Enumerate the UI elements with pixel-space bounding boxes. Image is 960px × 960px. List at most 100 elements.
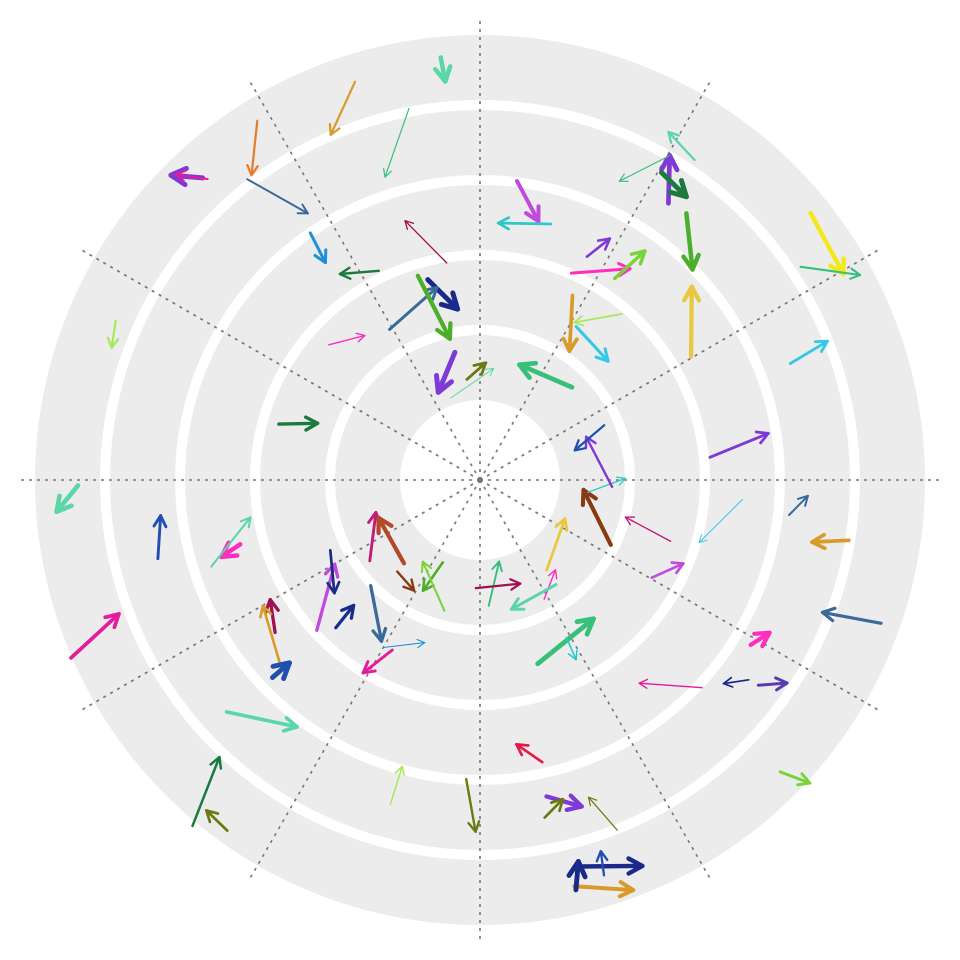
arrow-head bbox=[796, 494, 809, 507]
arrow bbox=[517, 360, 575, 390]
arrow-head bbox=[152, 514, 168, 529]
arrow-field bbox=[54, 55, 883, 899]
arrow-head bbox=[615, 476, 626, 486]
arrow-head bbox=[103, 612, 121, 630]
arrow-shaft bbox=[415, 273, 453, 341]
arrow-shaft bbox=[569, 267, 632, 275]
arrow-shaft bbox=[369, 584, 384, 643]
arrow-shaft bbox=[474, 582, 522, 590]
arrow-head bbox=[467, 820, 481, 833]
arrow-shaft bbox=[191, 755, 221, 828]
arrow-shaft bbox=[799, 265, 862, 277]
arrow-head bbox=[810, 532, 827, 551]
arrow bbox=[708, 430, 770, 459]
arrow bbox=[612, 249, 647, 281]
arrow-head bbox=[547, 569, 558, 580]
arrow bbox=[174, 169, 209, 182]
arrow-head bbox=[667, 178, 689, 200]
arrow-shaft bbox=[368, 510, 378, 563]
arrow bbox=[246, 119, 259, 177]
arrow-head bbox=[617, 262, 632, 278]
arrow-shaft bbox=[543, 569, 557, 600]
arrow-shaft bbox=[338, 269, 380, 276]
arrow bbox=[204, 809, 229, 832]
arrow bbox=[210, 516, 252, 568]
arrow-shaft bbox=[425, 277, 461, 312]
arrow-head bbox=[509, 597, 526, 611]
arrow bbox=[561, 293, 579, 354]
arrow bbox=[509, 583, 558, 611]
arrow bbox=[756, 676, 789, 692]
arrow bbox=[624, 516, 672, 542]
arrow-shaft bbox=[509, 583, 558, 611]
arrow-shaft bbox=[465, 777, 477, 833]
arrow-head bbox=[814, 339, 829, 354]
arrow-head bbox=[106, 336, 120, 349]
arrow-head bbox=[491, 560, 503, 573]
arrow-shaft bbox=[156, 514, 163, 561]
arrow-head bbox=[326, 580, 341, 595]
arrow bbox=[748, 630, 772, 649]
arrow-shaft bbox=[587, 477, 626, 494]
arrow bbox=[580, 487, 613, 547]
arrow-shaft bbox=[688, 284, 694, 359]
arrow bbox=[638, 678, 703, 689]
arrow-head bbox=[596, 237, 612, 251]
arrow bbox=[595, 849, 609, 877]
arrow-head bbox=[323, 562, 340, 579]
arrow-head bbox=[594, 347, 610, 363]
arrow-head bbox=[638, 678, 649, 689]
arrow-head bbox=[626, 856, 645, 876]
arrow-shaft bbox=[384, 107, 410, 178]
arrow-shaft bbox=[638, 682, 703, 689]
arrow-shaft bbox=[535, 616, 596, 667]
arrow-shaft bbox=[573, 424, 606, 452]
arrow-shaft bbox=[618, 154, 671, 182]
arrow-head bbox=[259, 604, 273, 619]
arrow-head bbox=[420, 560, 433, 574]
arrow-shaft bbox=[515, 179, 541, 224]
arrow-head bbox=[682, 284, 702, 303]
arrow-shaft bbox=[808, 210, 846, 277]
arrow bbox=[569, 262, 632, 278]
arrow-shaft bbox=[421, 560, 446, 612]
arrow-head bbox=[484, 368, 495, 377]
arrow bbox=[799, 265, 862, 280]
arrow-shaft bbox=[778, 770, 812, 785]
arrow bbox=[308, 231, 328, 265]
arrow-head bbox=[174, 169, 187, 182]
arrow-shaft bbox=[210, 516, 252, 568]
arrow bbox=[224, 710, 299, 733]
arrow-shaft bbox=[329, 80, 357, 136]
arrow-shaft bbox=[110, 319, 117, 349]
arrow-shaft bbox=[545, 517, 567, 572]
arrow-head bbox=[509, 578, 522, 591]
arrow-shaft bbox=[404, 220, 448, 264]
arrow bbox=[788, 494, 809, 516]
arrow-shaft bbox=[515, 742, 544, 764]
arrow bbox=[487, 560, 503, 607]
arrow-shaft bbox=[487, 560, 501, 607]
arrow bbox=[415, 273, 453, 341]
arrow-shaft bbox=[624, 516, 672, 542]
arrow-head bbox=[246, 164, 259, 177]
arrow-head bbox=[549, 797, 565, 813]
arrow bbox=[698, 499, 743, 543]
arrow bbox=[432, 55, 453, 84]
arrow-head bbox=[383, 167, 392, 178]
arrow-head bbox=[434, 373, 454, 395]
arrow-head bbox=[209, 755, 223, 770]
arrow bbox=[328, 80, 357, 136]
arrow-head bbox=[515, 742, 530, 757]
arrow-shaft bbox=[450, 368, 495, 399]
arrow bbox=[277, 415, 320, 432]
arrow-shaft bbox=[277, 421, 320, 426]
arrow bbox=[515, 179, 541, 224]
arrow-head bbox=[435, 321, 453, 341]
arrow-shaft bbox=[722, 678, 750, 685]
arrow bbox=[54, 483, 81, 515]
arrow-head bbox=[472, 361, 488, 376]
arrow-head bbox=[681, 252, 701, 272]
arrow-head bbox=[796, 772, 812, 787]
